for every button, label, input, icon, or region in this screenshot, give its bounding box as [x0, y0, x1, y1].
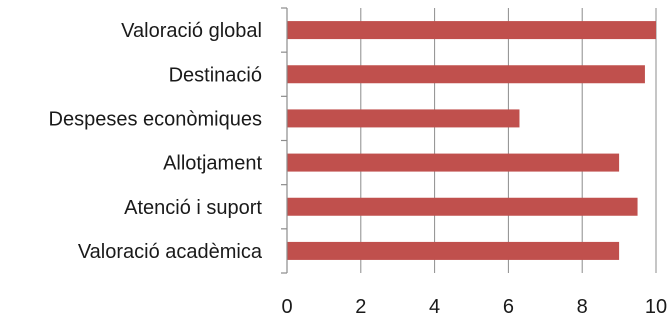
category-label: Valoració acadèmica: [78, 241, 263, 263]
x-tick-label: 8: [577, 296, 588, 318]
bar: [287, 241, 620, 260]
bars: [287, 21, 656, 260]
bar: [287, 197, 638, 216]
bar: [287, 153, 620, 172]
category-label: Atenció i suport: [124, 197, 262, 219]
category-labels: Valoració global Destinació Despeses econò…: [49, 20, 263, 263]
category-label: Allotjament: [163, 153, 262, 175]
bar: [287, 65, 645, 84]
bar: [287, 21, 656, 40]
gridlines: [360, 8, 657, 273]
bar: [287, 109, 520, 128]
x-tick-label: 0: [281, 296, 292, 318]
category-label: Destinació: [169, 64, 262, 86]
x-tick-label: 10: [645, 296, 667, 318]
x-tick-label: 2: [355, 296, 366, 318]
x-tick-labels: 0 2 4 6 8 10: [281, 296, 667, 318]
category-label: Valoració global: [121, 20, 262, 42]
axes: [281, 7, 288, 274]
category-label: Despeses econòmiques: [49, 108, 262, 130]
x-tick-label: 4: [429, 296, 440, 318]
x-tick-label: 6: [503, 296, 514, 318]
